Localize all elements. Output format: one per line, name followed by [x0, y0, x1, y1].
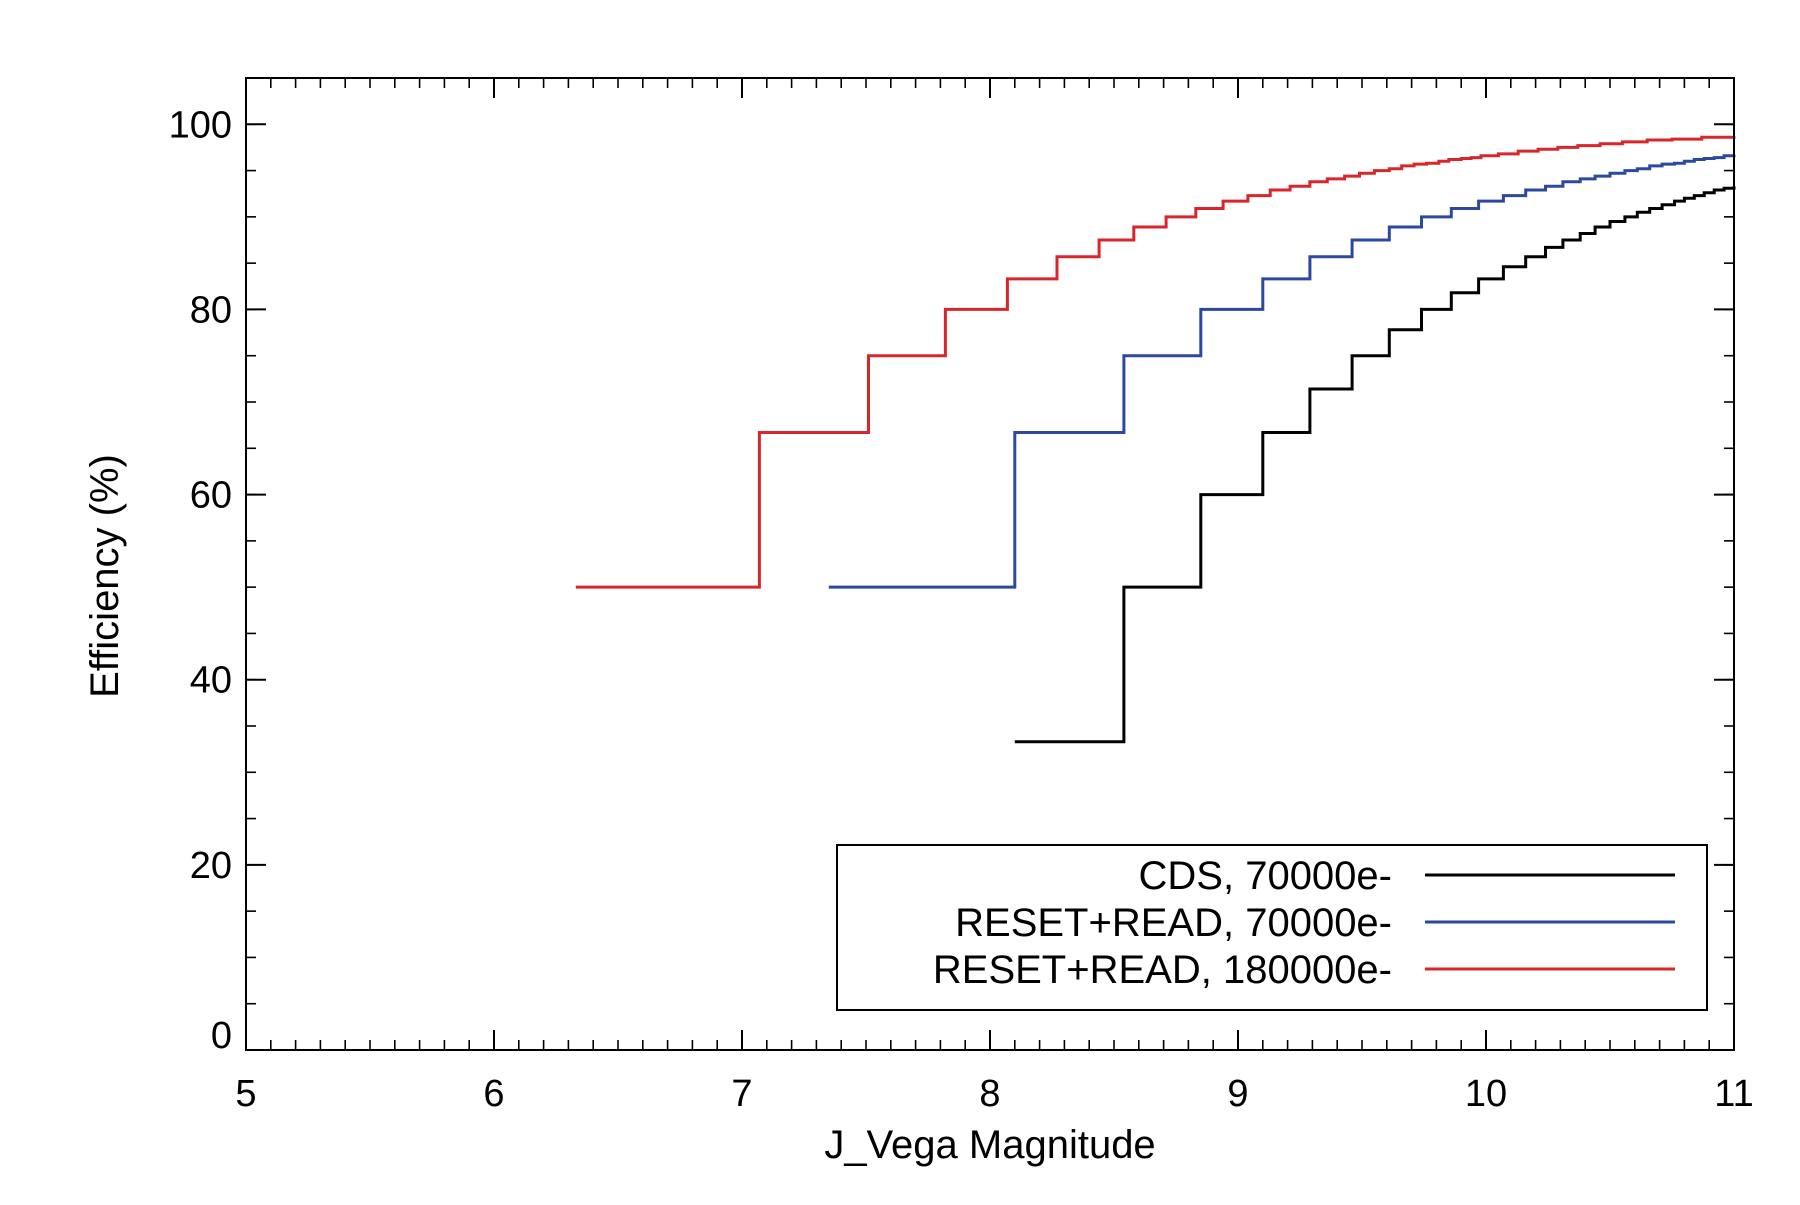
- legend-box: [836, 844, 1708, 1011]
- y-tick-label: 80: [190, 289, 232, 331]
- y-tick-label: 60: [190, 475, 232, 517]
- legend-label-2: RESET+READ, 180000e-: [933, 948, 1392, 992]
- x-tick-labels: 5 6 7 8 9 10 11: [235, 1073, 1753, 1115]
- x-tick-label: 5: [235, 1073, 256, 1115]
- legend-entries: CDS, 70000e-RESET+READ, 70000e-RESET+REA…: [933, 854, 1675, 992]
- x-tick-label: 8: [979, 1073, 1000, 1115]
- x-tick-label: 10: [1465, 1073, 1507, 1115]
- y-tick-label: 0: [211, 1015, 232, 1057]
- legend: CDS, 70000e-RESET+READ, 70000e-RESET+REA…: [836, 844, 1708, 1011]
- legend-label-0: CDS, 70000e-: [1139, 854, 1392, 898]
- major-ticks: [245, 78, 1735, 1051]
- series-line-1: [828, 154, 1736, 589]
- series-line-0: [1014, 186, 1736, 744]
- y-tick-label: 100: [169, 104, 232, 146]
- legend-label-1: RESET+READ, 70000e-: [955, 901, 1392, 945]
- y-tick-label: 40: [190, 660, 232, 702]
- x-tick-label: 9: [1227, 1073, 1248, 1115]
- series-layer: [575, 135, 1736, 744]
- y-tick-labels: 0 20 40 60 80 100: [169, 104, 232, 1057]
- y-axis-title: Efficiency (%): [83, 454, 127, 698]
- series-line-2: [575, 135, 1736, 589]
- y-tick-label: 20: [190, 845, 232, 887]
- x-tick-label: 6: [483, 1073, 504, 1115]
- x-tick-label: 11: [1714, 1073, 1753, 1115]
- x-axis-title: J_Vega Magnitude: [824, 1123, 1155, 1167]
- plot-frame: [245, 77, 1735, 1051]
- x-tick-label: 7: [731, 1073, 752, 1115]
